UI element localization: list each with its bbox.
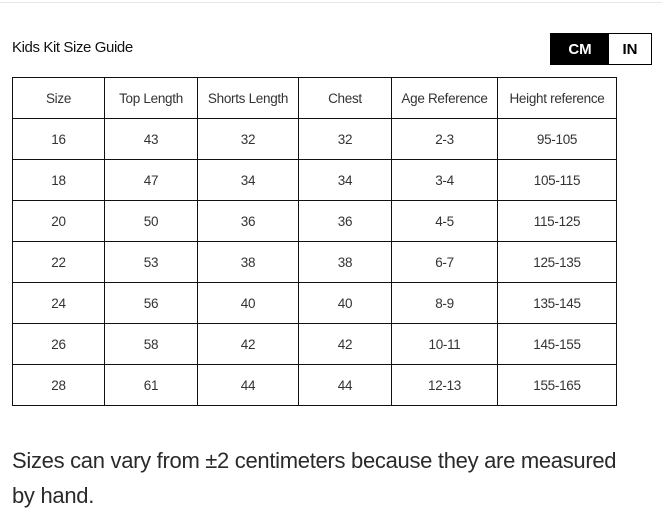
sizing-note: Sizes can vary from ±2 centimeters becau… [12,448,617,508]
table-cell: 40 [298,282,392,324]
table-row: 22 53 38 38 6-7 125-135 [12,241,617,283]
table-cell: 24 [12,282,105,324]
table-cell: 43 [104,118,198,160]
table-cell: 6-7 [391,241,498,283]
table-cell: 32 [298,118,392,160]
table-cell: 4-5 [391,200,498,242]
column-header: Shorts Length [197,77,299,119]
table-cell: 115-125 [497,200,617,242]
table-cell: 145-155 [497,323,617,365]
table-cell: 155-165 [497,364,617,406]
table-cell: 53 [104,241,198,283]
table-cell: 50 [104,200,198,242]
table-header-row: Size Top Length Shorts Length Chest Age Refe… [12,77,617,119]
column-header: Top Length [104,77,198,119]
unit-cm-button[interactable]: CM [551,34,609,64]
table-cell: 10-11 [391,323,498,365]
table-cell: 34 [197,159,299,201]
page-title: Kids Kit Size Guide [12,39,133,56]
column-header: Size [12,77,105,119]
table-cell: 47 [104,159,198,201]
table-cell: 36 [197,200,299,242]
table-row: 18 47 34 34 3-4 105-115 [12,159,617,201]
table-cell: 34 [298,159,392,201]
unit-toggle[interactable]: CM IN [550,33,652,65]
table-cell: 56 [104,282,198,324]
table-cell: 42 [197,323,299,365]
top-divider [0,2,662,3]
table-cell: 135-145 [497,282,617,324]
table-cell: 36 [298,200,392,242]
column-header: Height reference [497,77,617,119]
table-row: 26 58 42 42 10-11 145-155 [12,323,617,365]
table-cell: 2-3 [391,118,498,160]
table-cell: 42 [298,323,392,365]
table-cell: 8-9 [391,282,498,324]
table-row: 20 50 36 36 4-5 115-125 [12,200,617,242]
table-cell: 105-115 [497,159,617,201]
table-cell: 26 [12,323,105,365]
table-cell: 20 [12,200,105,242]
table-cell: 12-13 [391,364,498,406]
table-cell: 40 [197,282,299,324]
table-cell: 16 [12,118,105,160]
table-cell: 38 [298,241,392,283]
table-row: 28 61 44 44 12-13 155-165 [12,364,617,406]
table-cell: 38 [197,241,299,283]
table-cell: 95-105 [497,118,617,160]
size-table: Size Top Length Shorts Length Chest Age Refe… [12,77,617,406]
table-cell: 61 [104,364,198,406]
table-cell: 44 [298,364,392,406]
column-header: Chest [298,77,392,119]
table-cell: 28 [12,364,105,406]
table-cell: 3-4 [391,159,498,201]
table-row: 24 56 40 40 8-9 135-145 [12,282,617,324]
column-header: Age Reference [391,77,498,119]
table-cell: 125-135 [497,241,617,283]
unit-in-button[interactable]: IN [609,34,651,64]
table-cell: 22 [12,241,105,283]
table-cell: 44 [197,364,299,406]
table-cell: 58 [104,323,198,365]
table-row: 16 43 32 32 2-3 95-105 [12,118,617,160]
table-cell: 32 [197,118,299,160]
table-cell: 18 [12,159,105,201]
